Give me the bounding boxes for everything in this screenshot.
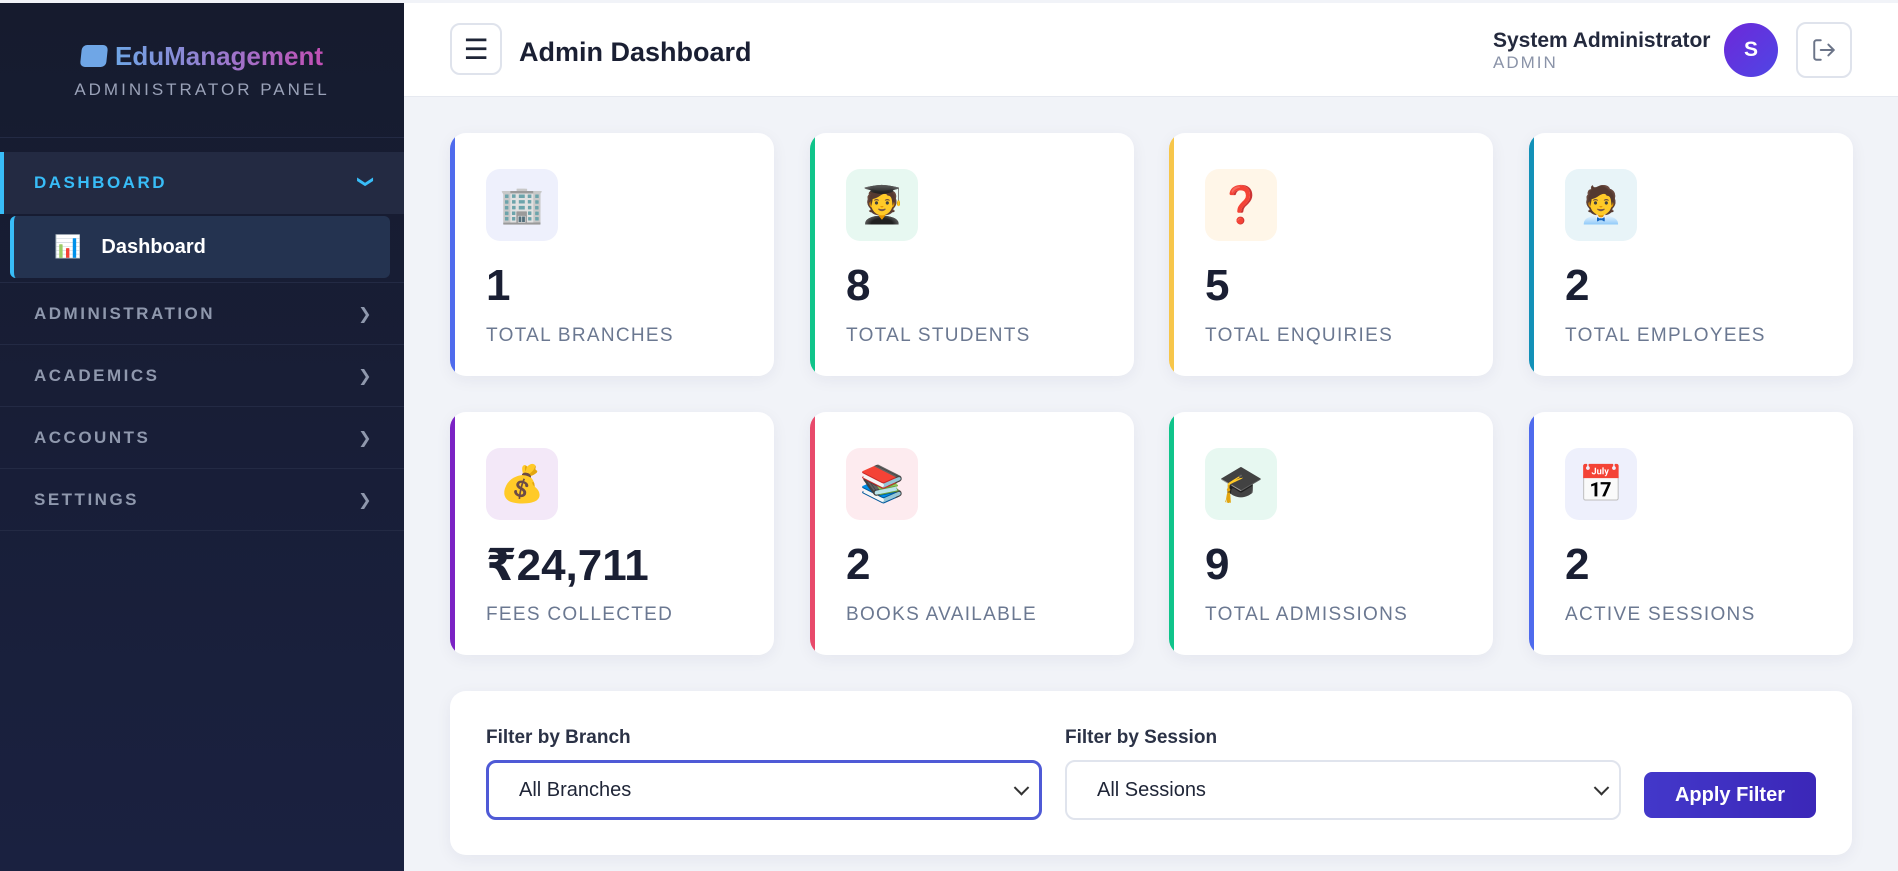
books-icon: 📚 (846, 448, 918, 520)
card-accent (450, 133, 455, 376)
hamburger-icon: ☰ (463, 33, 489, 65)
stat-card-active-sessions: 📅 2 ACTIVE SESSIONS (1529, 412, 1853, 655)
money-bag-icon: 💰 (486, 448, 558, 520)
nav-section-label: ACCOUNTS (34, 427, 151, 447)
stat-value: ₹24,711 (486, 541, 649, 590)
chevron-right-icon: ❯ (358, 305, 374, 323)
brand-subtitle: ADMINISTRATOR PANEL (74, 79, 330, 99)
nav-subitems: 📊 Dashboard (0, 214, 404, 283)
sidebar-item-label: Dashboard (101, 235, 206, 258)
stat-label: TOTAL BRANCHES (486, 325, 674, 346)
office-worker-icon: 🧑‍💼 (1565, 169, 1637, 241)
chevron-down-icon (1593, 780, 1610, 796)
card-accent (810, 412, 815, 655)
stat-label: ACTIVE SESSIONS (1565, 604, 1756, 625)
nav-section-academics[interactable]: ACADEMICS ❯ (0, 345, 404, 407)
card-accent (810, 133, 815, 376)
graduation-cap-icon: 🎓 (1205, 448, 1277, 520)
branch-filter-select[interactable]: All Branches (486, 760, 1042, 820)
stat-value: 2 (846, 540, 871, 589)
stat-value: 8 (846, 261, 871, 310)
session-filter-select[interactable]: All Sessions (1065, 760, 1621, 820)
stat-label: TOTAL ADMISSIONS (1205, 604, 1409, 625)
chevron-down-icon (1013, 780, 1030, 796)
calendar-icon: 📅 (1565, 448, 1637, 520)
card-accent (450, 412, 455, 655)
nav-section-label: DASHBOARD (34, 173, 167, 192)
topbar: ☰ Admin Dashboard System Administrator A… (404, 3, 1898, 97)
office-building-icon: 🏢 (486, 169, 558, 241)
chevron-right-icon: ❯ (358, 367, 374, 385)
session-filter-label: Filter by Session (1065, 727, 1218, 748)
stat-label: FEES COLLECTED (486, 604, 674, 625)
apply-filter-button[interactable]: Apply Filter (1644, 772, 1816, 818)
brand-row: EduManagement (79, 40, 324, 72)
card-accent (1529, 412, 1534, 655)
stat-label: BOOKS AVAILABLE (846, 604, 1037, 625)
stat-card-books-available: 📚 2 BOOKS AVAILABLE (810, 412, 1134, 655)
nav-section-dashboard[interactable]: DASHBOARD ❯ (0, 152, 404, 214)
sidebar-nav: DASHBOARD ❯ 📊 Dashboard ADMINISTRATION ❯… (0, 138, 404, 531)
student-icon: 🧑‍🎓 (846, 169, 918, 241)
nav-section-label: ACADEMICS (34, 365, 160, 385)
stat-card-total-students: 🧑‍🎓 8 TOTAL STUDENTS (810, 133, 1134, 376)
chevron-down-icon: ❯ (357, 175, 375, 191)
stat-label: TOTAL ENQUIRIES (1205, 325, 1394, 346)
stat-value: 2 (1565, 540, 1590, 589)
logout-button[interactable] (1796, 22, 1852, 78)
user-role: ADMIN (1493, 53, 1558, 72)
sidebar: EduManagement ADMINISTRATOR PANEL DASHBO… (0, 3, 404, 871)
stat-value: 2 (1565, 261, 1590, 310)
stat-label: TOTAL STUDENTS (846, 325, 1031, 346)
nav-section-accounts[interactable]: ACCOUNTS ❯ (0, 407, 404, 469)
brand-name: EduManagement (114, 40, 324, 71)
stat-value: 5 (1205, 261, 1230, 310)
stat-card-fees-collected: 💰 ₹24,711 FEES COLLECTED (450, 412, 774, 655)
stat-card-total-employees: 🧑‍💼 2 TOTAL EMPLOYEES (1529, 133, 1853, 376)
question-mark-icon: ❓ (1205, 169, 1277, 241)
chevron-right-icon: ❯ (358, 429, 374, 447)
stat-card-total-admissions: 🎓 9 TOTAL ADMISSIONS (1169, 412, 1493, 655)
branch-filter-value: All Branches (519, 778, 632, 801)
stat-card-total-enquiries: ❓ 5 TOTAL ENQUIRIES (1169, 133, 1493, 376)
stat-value: 1 (486, 261, 511, 310)
branch-filter-label: Filter by Branch (486, 727, 631, 748)
logo-icon (79, 45, 109, 67)
user-name: System Administrator (1493, 29, 1711, 52)
chevron-right-icon: ❯ (358, 491, 374, 509)
menu-toggle-button[interactable]: ☰ (450, 23, 502, 75)
filter-panel: Filter by Branch All Branches Filter by … (450, 691, 1852, 855)
session-filter-value: All Sessions (1097, 778, 1206, 801)
nav-section-settings[interactable]: SETTINGS ❯ (0, 469, 404, 531)
logout-icon (1813, 39, 1835, 61)
bar-chart-icon: 📊 (54, 234, 82, 259)
nav-section-label: ADMINISTRATION (34, 303, 216, 323)
stat-label: TOTAL EMPLOYEES (1565, 325, 1766, 346)
page-title: Admin Dashboard (519, 37, 752, 67)
card-accent (1529, 133, 1534, 376)
nav-section-label: SETTINGS (34, 489, 140, 509)
brand: EduManagement ADMINISTRATOR PANEL (0, 3, 404, 138)
card-accent (1169, 133, 1174, 376)
stat-value: 9 (1205, 540, 1230, 589)
nav-section-administration[interactable]: ADMINISTRATION ❯ (0, 283, 404, 345)
sidebar-item-dashboard[interactable]: 📊 Dashboard (10, 216, 390, 278)
avatar[interactable]: S (1724, 23, 1778, 77)
stat-card-total-branches: 🏢 1 TOTAL BRANCHES (450, 133, 774, 376)
card-accent (1169, 412, 1174, 655)
